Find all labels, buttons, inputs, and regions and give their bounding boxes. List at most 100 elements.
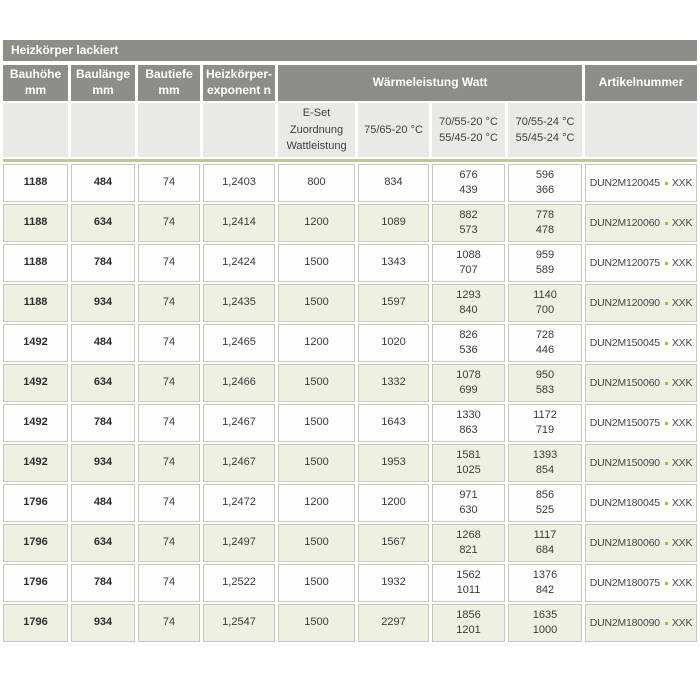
cell-bautiefe: 74 xyxy=(138,444,200,482)
cell-exponent: 1,2467 xyxy=(203,444,275,482)
cell-watt-70-55-24: 1172 719 xyxy=(508,404,582,442)
cell-watt-70-55-20: 1088 707 xyxy=(432,244,505,282)
cell-watt-70-55-24: 1140 700 xyxy=(508,284,582,322)
cell-bautiefe: 74 xyxy=(138,324,200,362)
green-dot-separator xyxy=(664,381,668,385)
cell-baulaenge: 634 xyxy=(71,364,135,402)
cell-watt-70-55-24: 959 589 xyxy=(508,244,582,282)
cell-watt-70-55-20: 1293 840 xyxy=(432,284,505,322)
cell-baulaenge: 784 xyxy=(71,404,135,442)
cell-watt-70-55-20: 882 573 xyxy=(432,204,505,242)
cell-watt-70-55-24: 1393 854 xyxy=(508,444,582,482)
green-dot-separator xyxy=(664,621,668,625)
cell-bauhoehe: 1492 xyxy=(3,444,68,482)
cell-bautiefe: 74 xyxy=(138,364,200,402)
cell-artikelnummer: DUN2M180045 XXK xyxy=(585,484,697,522)
cell-baulaenge: 634 xyxy=(71,524,135,562)
table-row: 1492 934 74 1,2467 1500 1953 1581 1025 1… xyxy=(3,444,697,482)
cell-baulaenge: 934 xyxy=(71,444,135,482)
cell-exponent: 1,2414 xyxy=(203,204,275,242)
column-header-bautiefe: Bautiefe mm xyxy=(138,65,200,101)
cell-exponent: 1,2522 xyxy=(203,564,275,602)
cell-bauhoehe: 1188 xyxy=(3,284,68,322)
column-header-artikelnummer: Artikelnummer xyxy=(585,65,698,101)
cell-watt-70-55-20: 1856 1201 xyxy=(432,604,505,642)
cell-exponent: 1,2547 xyxy=(203,604,275,642)
cell-watt-70-55-24: 950 583 xyxy=(508,364,582,402)
table-row: 1188 784 74 1,2424 1500 1343 1088 707 95… xyxy=(3,244,697,282)
cell-eset-wattleistung: 1500 xyxy=(278,564,355,602)
cell-watt-70-55-20: 826 536 xyxy=(432,324,505,362)
table-title-bar: Heizkörper lackiert xyxy=(3,40,697,61)
green-dot-separator xyxy=(664,501,668,505)
cell-bautiefe: 74 xyxy=(138,204,200,242)
subheader-75-65-20: 75/65-20 °C xyxy=(358,103,429,157)
cell-watt-70-55-20: 1562 1011 xyxy=(432,564,505,602)
cell-bautiefe: 74 xyxy=(138,164,200,202)
table-row: 1796 634 74 1,2497 1500 1567 1268 821 11… xyxy=(3,524,697,562)
green-dot-separator xyxy=(664,181,668,185)
cell-bauhoehe: 1796 xyxy=(3,564,68,602)
table-row: 1492 484 74 1,2465 1200 1020 826 536 728… xyxy=(3,324,697,362)
cell-watt-75-65-20: 1953 xyxy=(358,444,429,482)
cell-baulaenge: 934 xyxy=(71,284,135,322)
table-row: 1492 784 74 1,2467 1500 1643 1330 863 11… xyxy=(3,404,697,442)
green-divider xyxy=(3,159,697,162)
table-row: 1796 934 74 1,2547 1500 2297 1856 1201 1… xyxy=(3,604,697,642)
cell-artikelnummer: DUN2M120045 XXK xyxy=(585,164,697,202)
subheader-empty-exponent xyxy=(203,103,275,157)
cell-watt-70-55-20: 1330 863 xyxy=(432,404,505,442)
cell-eset-wattleistung: 1200 xyxy=(278,204,355,242)
cell-baulaenge: 484 xyxy=(71,164,135,202)
cell-bauhoehe: 1492 xyxy=(3,404,68,442)
cell-bautiefe: 74 xyxy=(138,564,200,602)
cell-bauhoehe: 1796 xyxy=(3,484,68,522)
cell-watt-70-55-20: 1078 699 xyxy=(432,364,505,402)
cell-bauhoehe: 1492 xyxy=(3,364,68,402)
cell-artikelnummer: DUN2M120075 XXK xyxy=(585,244,697,282)
cell-artikelnummer: DUN2M180060 XXK xyxy=(585,524,697,562)
cell-eset-wattleistung: 1500 xyxy=(278,604,355,642)
cell-watt-70-55-20: 971 630 xyxy=(432,484,505,522)
cell-baulaenge: 484 xyxy=(71,484,135,522)
cell-baulaenge: 634 xyxy=(71,204,135,242)
table-body: 1188 484 74 1,2403 800 834 676 439 596 3… xyxy=(3,164,697,642)
cell-bautiefe: 74 xyxy=(138,604,200,642)
cell-baulaenge: 784 xyxy=(71,244,135,282)
subheader-empty-bauhoehe xyxy=(3,103,68,157)
cell-exponent: 1,2497 xyxy=(203,524,275,562)
cell-bauhoehe: 1188 xyxy=(3,164,68,202)
subheader-eset: E-Set Zuordnung Wattleistung xyxy=(278,103,355,157)
subheader-empty-bautiefe xyxy=(138,103,200,157)
cell-exponent: 1,2467 xyxy=(203,404,275,442)
cell-bauhoehe: 1796 xyxy=(3,604,68,642)
cell-watt-70-55-20: 676 439 xyxy=(432,164,505,202)
cell-baulaenge: 784 xyxy=(71,564,135,602)
cell-artikelnummer: DUN2M150060 XXK xyxy=(585,364,697,402)
cell-watt-70-55-24: 728 446 xyxy=(508,324,582,362)
cell-watt-75-65-20: 1567 xyxy=(358,524,429,562)
column-header-exponent: Heizkörper- exponent n xyxy=(203,65,275,101)
cell-eset-wattleistung: 800 xyxy=(278,164,355,202)
cell-watt-75-65-20: 1200 xyxy=(358,484,429,522)
green-dot-separator xyxy=(664,341,668,345)
green-dot-separator xyxy=(664,541,668,545)
table-row: 1188 634 74 1,2414 1200 1089 882 573 778… xyxy=(3,204,697,242)
green-dot-separator xyxy=(664,581,668,585)
table-row: 1492 634 74 1,2466 1500 1332 1078 699 95… xyxy=(3,364,697,402)
cell-eset-wattleistung: 1500 xyxy=(278,364,355,402)
cell-exponent: 1,2403 xyxy=(203,164,275,202)
cell-artikelnummer: DUN2M180075 XXK xyxy=(585,564,697,602)
cell-watt-75-65-20: 1020 xyxy=(358,324,429,362)
cell-eset-wattleistung: 1500 xyxy=(278,444,355,482)
green-dot-separator xyxy=(664,461,668,465)
cell-watt-70-55-24: 778 478 xyxy=(508,204,582,242)
cell-artikelnummer: DUN2M120090 XXK xyxy=(585,284,697,322)
green-dot-separator xyxy=(664,301,668,305)
data-table: 1188 484 74 1,2403 800 834 676 439 596 3… xyxy=(0,162,700,644)
cell-watt-75-65-20: 1597 xyxy=(358,284,429,322)
table-row: 1188 934 74 1,2435 1500 1597 1293 840 11… xyxy=(3,284,697,322)
cell-bautiefe: 74 xyxy=(138,244,200,282)
header-row-sub: E-Set Zuordnung Wattleistung 75/65-20 °C… xyxy=(3,103,698,157)
table-title: Heizkörper lackiert xyxy=(11,43,119,57)
